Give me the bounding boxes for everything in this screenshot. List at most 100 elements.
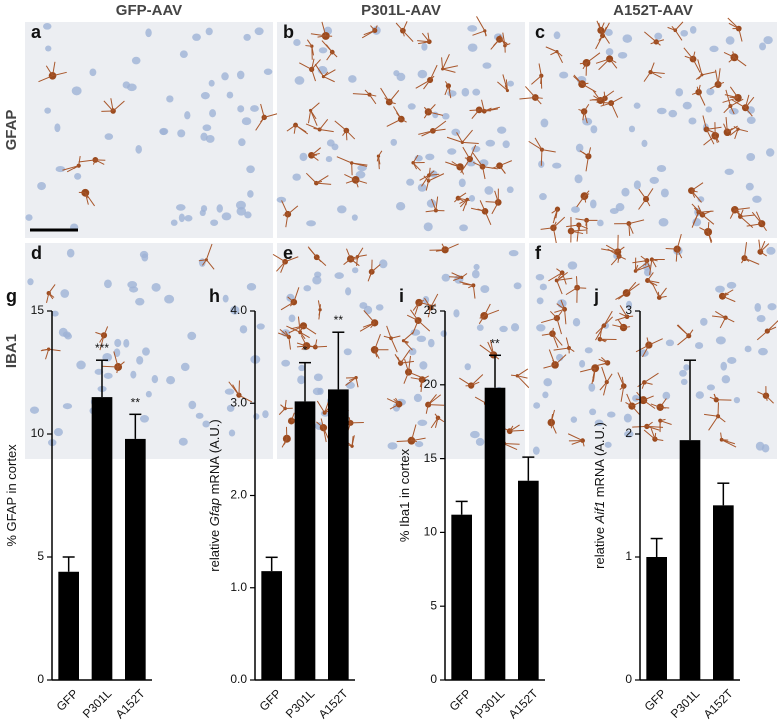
process [702, 210, 712, 216]
process [745, 96, 755, 109]
process [345, 130, 348, 141]
process [650, 41, 657, 45]
process [345, 130, 356, 140]
process [626, 393, 633, 407]
process [491, 202, 499, 215]
process [552, 227, 557, 245]
process [343, 258, 351, 266]
nucleus [170, 219, 178, 226]
process [556, 268, 563, 274]
process [357, 254, 367, 258]
process [334, 120, 347, 131]
process [429, 64, 438, 81]
process [323, 69, 336, 78]
process [389, 101, 396, 105]
nucleus [122, 81, 131, 89]
process [760, 251, 767, 257]
process [73, 165, 79, 169]
process [719, 317, 726, 329]
nucleus [720, 361, 728, 371]
x-tick-label: P301L [668, 686, 703, 721]
nucleus [621, 187, 630, 197]
process [647, 272, 654, 281]
process [290, 412, 295, 422]
process [654, 432, 657, 440]
process [316, 256, 322, 262]
process [424, 297, 432, 308]
process [310, 33, 326, 37]
y-tick-label: 3.0 [230, 395, 247, 409]
process [713, 394, 717, 400]
nucleus [337, 205, 347, 214]
process [697, 59, 703, 76]
y-tick-label: 0 [625, 672, 632, 686]
process [423, 79, 431, 90]
y-tick-label: 20 [424, 377, 438, 391]
process [202, 259, 207, 266]
bar [58, 571, 79, 680]
process [502, 74, 508, 91]
process [509, 429, 525, 432]
x-tick-label: P301L [473, 686, 508, 721]
nucleus [244, 211, 252, 219]
nucleus [767, 303, 777, 311]
process [540, 227, 554, 230]
process [531, 75, 542, 85]
process [434, 413, 439, 419]
nucleus [605, 48, 614, 56]
process [117, 361, 125, 368]
process [646, 260, 651, 270]
nucleus [164, 294, 175, 304]
process [288, 325, 304, 334]
process [472, 162, 483, 168]
nucleus [451, 128, 461, 136]
process [605, 244, 619, 253]
process [408, 355, 411, 373]
nucleus [387, 442, 398, 450]
process [355, 179, 359, 188]
process [578, 108, 585, 112]
process [497, 81, 508, 91]
nucleus [746, 116, 756, 124]
process [316, 182, 332, 185]
process [738, 28, 743, 42]
process [435, 196, 439, 211]
stained-cell [282, 434, 291, 443]
process [550, 413, 554, 423]
process [729, 86, 739, 98]
process [425, 180, 430, 191]
process [709, 84, 719, 90]
process [595, 325, 605, 341]
process [744, 257, 750, 262]
process [625, 401, 633, 407]
nucleus [417, 69, 428, 79]
nucleus [351, 214, 358, 221]
process [314, 339, 318, 348]
y-tick-label: 15 [31, 303, 45, 317]
process [95, 331, 105, 336]
process [654, 438, 664, 442]
process [553, 216, 566, 229]
nucleus [584, 347, 593, 354]
process [397, 356, 402, 364]
process [584, 193, 590, 197]
process [651, 258, 658, 262]
y-tick-label: 0 [37, 672, 44, 686]
process [84, 192, 89, 199]
process [430, 417, 439, 429]
process [692, 212, 700, 224]
process [688, 329, 694, 337]
process [412, 320, 419, 335]
process [346, 248, 352, 260]
nucleus [447, 148, 457, 155]
process [404, 358, 410, 373]
nucleus [617, 51, 628, 59]
process [601, 357, 608, 364]
process [316, 175, 329, 184]
process [307, 110, 312, 124]
process [556, 275, 564, 281]
process [351, 162, 368, 167]
nucleus [139, 414, 150, 423]
process [45, 65, 53, 77]
process [280, 404, 286, 409]
